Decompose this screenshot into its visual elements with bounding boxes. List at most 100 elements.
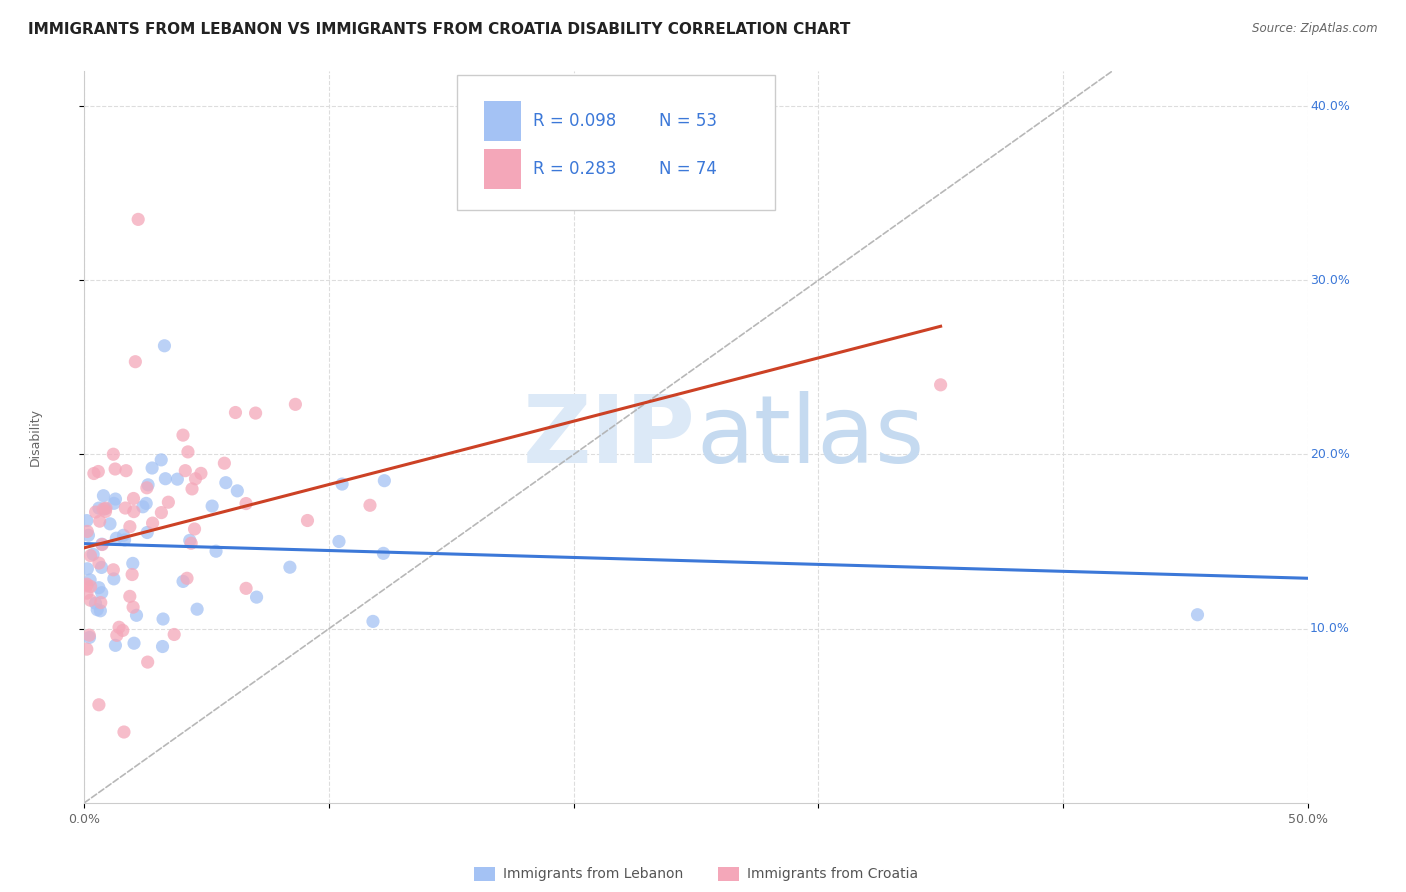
Point bbox=[76, 562, 98, 576]
Text: R = 0.098: R = 0.098 bbox=[533, 112, 617, 130]
Point bbox=[122, 636, 145, 650]
Point bbox=[127, 212, 149, 227]
Text: N = 74: N = 74 bbox=[659, 161, 717, 178]
Point bbox=[142, 516, 165, 530]
Point bbox=[114, 533, 136, 547]
Point bbox=[103, 572, 125, 586]
Point bbox=[87, 581, 110, 595]
Point bbox=[112, 528, 135, 542]
FancyBboxPatch shape bbox=[484, 101, 522, 141]
Point bbox=[76, 577, 98, 591]
Point bbox=[174, 464, 197, 478]
Point bbox=[172, 428, 194, 442]
Point bbox=[84, 505, 107, 519]
Point bbox=[79, 631, 101, 645]
Point bbox=[79, 593, 101, 607]
Point bbox=[201, 499, 224, 513]
Point bbox=[76, 514, 98, 528]
Point bbox=[90, 596, 112, 610]
Point bbox=[76, 586, 98, 600]
Text: N = 53: N = 53 bbox=[659, 112, 717, 130]
Point bbox=[84, 596, 107, 610]
Point bbox=[150, 506, 173, 520]
Point bbox=[105, 531, 128, 545]
Point bbox=[181, 482, 204, 496]
Point bbox=[87, 556, 110, 570]
Point bbox=[103, 563, 125, 577]
Point bbox=[172, 574, 194, 589]
Point bbox=[163, 627, 186, 641]
Point bbox=[184, 472, 207, 486]
Point bbox=[111, 624, 134, 638]
Point bbox=[76, 524, 98, 539]
Point bbox=[330, 477, 353, 491]
Text: 30.0%: 30.0% bbox=[1310, 274, 1350, 287]
Point bbox=[150, 453, 173, 467]
Point bbox=[226, 483, 249, 498]
Point bbox=[90, 585, 112, 599]
Point bbox=[186, 602, 208, 616]
Point bbox=[224, 405, 246, 419]
Point bbox=[284, 397, 307, 411]
Point bbox=[141, 461, 163, 475]
Point bbox=[1187, 607, 1209, 622]
Text: atlas: atlas bbox=[696, 391, 924, 483]
Point bbox=[94, 501, 117, 516]
Point bbox=[90, 560, 112, 574]
Point bbox=[278, 560, 301, 574]
Point bbox=[105, 628, 128, 642]
Point bbox=[76, 579, 98, 593]
Point bbox=[104, 462, 127, 476]
Point bbox=[121, 567, 143, 582]
Point bbox=[136, 655, 159, 669]
Point bbox=[118, 519, 141, 533]
Point bbox=[180, 536, 202, 550]
Point bbox=[132, 500, 155, 514]
Text: R = 0.283: R = 0.283 bbox=[533, 161, 617, 178]
Point bbox=[89, 514, 111, 528]
Point bbox=[177, 445, 200, 459]
Point bbox=[79, 628, 101, 642]
Point bbox=[79, 580, 101, 594]
Point bbox=[190, 467, 212, 481]
Point bbox=[176, 571, 198, 585]
Text: 10.0%: 10.0% bbox=[1310, 622, 1350, 635]
Point bbox=[153, 339, 176, 353]
Point bbox=[125, 608, 148, 623]
Point bbox=[205, 544, 228, 558]
Point bbox=[183, 522, 205, 536]
Point bbox=[136, 525, 159, 540]
Point bbox=[86, 602, 108, 616]
Point bbox=[79, 549, 101, 563]
Point bbox=[104, 638, 127, 652]
FancyBboxPatch shape bbox=[484, 149, 522, 189]
Point bbox=[122, 505, 145, 519]
Point bbox=[112, 725, 135, 739]
Text: IMMIGRANTS FROM LEBANON VS IMMIGRANTS FROM CROATIA DISABILITY CORRELATION CHART: IMMIGRANTS FROM LEBANON VS IMMIGRANTS FR… bbox=[28, 22, 851, 37]
Point bbox=[104, 491, 127, 506]
Point bbox=[122, 491, 145, 506]
Point bbox=[152, 640, 174, 654]
Text: Source: ZipAtlas.com: Source: ZipAtlas.com bbox=[1253, 22, 1378, 36]
Point bbox=[91, 502, 114, 516]
Point bbox=[108, 620, 131, 634]
Point bbox=[214, 456, 236, 470]
Point bbox=[83, 467, 105, 481]
Point bbox=[90, 537, 112, 551]
Point bbox=[155, 472, 177, 486]
FancyBboxPatch shape bbox=[457, 75, 776, 211]
Point bbox=[929, 377, 952, 392]
Point bbox=[77, 528, 100, 542]
Point bbox=[89, 604, 111, 618]
Point bbox=[245, 406, 267, 420]
Point bbox=[87, 501, 110, 516]
Point bbox=[373, 546, 395, 560]
Text: 20.0%: 20.0% bbox=[1310, 448, 1350, 461]
Point bbox=[215, 475, 238, 490]
Point bbox=[94, 504, 117, 518]
Point bbox=[179, 533, 201, 548]
Point bbox=[373, 474, 395, 488]
Point bbox=[328, 534, 350, 549]
Point bbox=[76, 642, 98, 657]
Y-axis label: Disability: Disability bbox=[28, 408, 42, 467]
